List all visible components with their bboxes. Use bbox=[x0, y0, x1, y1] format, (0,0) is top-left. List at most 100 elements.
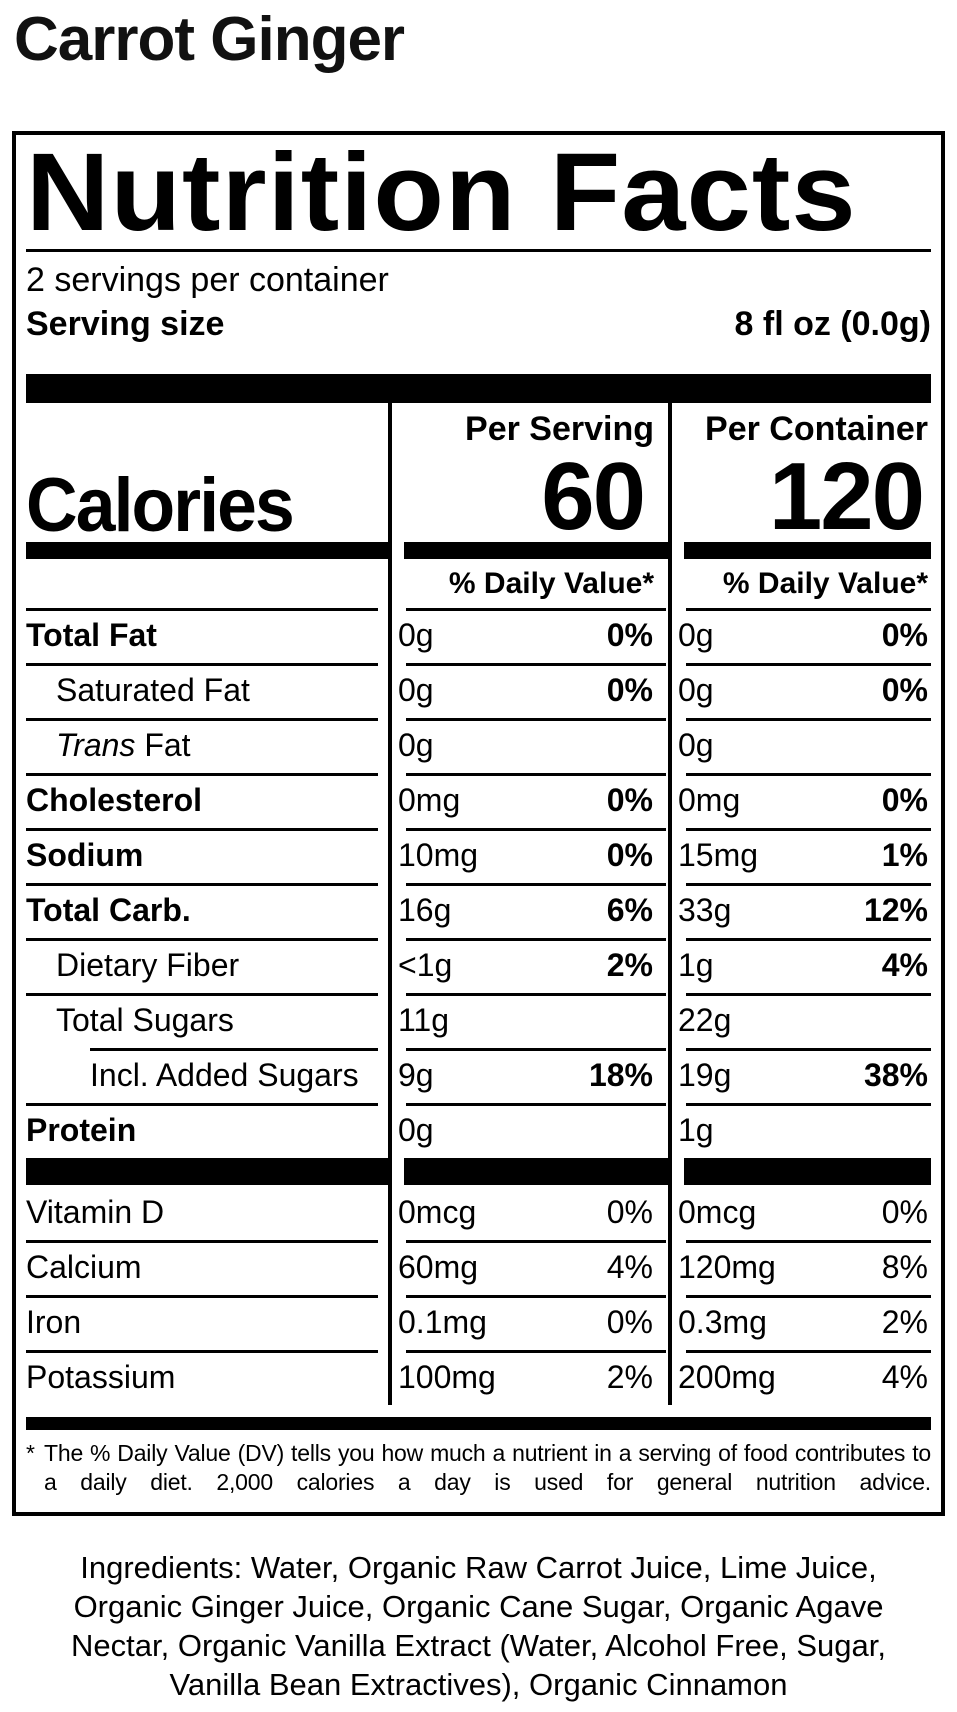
nutrient-value-cell: 0mg 0% bbox=[388, 773, 668, 828]
nutrient-label: Total Carb. bbox=[26, 883, 388, 938]
amount-value: 0g bbox=[398, 617, 434, 653]
amount-value: 15mg bbox=[678, 837, 759, 873]
daily-value-percent: 0% bbox=[606, 617, 653, 653]
nutrient-label: Saturated Fat bbox=[26, 663, 388, 718]
daily-value-percent: 0% bbox=[881, 672, 928, 708]
amount-value: <1g bbox=[398, 947, 453, 983]
thick-bar-top bbox=[26, 374, 931, 403]
nutrient-label: Incl. Added Sugars bbox=[26, 1048, 388, 1103]
nutrient-value-cell: <1g 2% bbox=[388, 938, 668, 993]
nutrient-value-cell: 0mcg 0% bbox=[388, 1185, 668, 1240]
daily-value-percent: 4% bbox=[881, 947, 928, 983]
nutrient-label: Sodium bbox=[26, 828, 388, 883]
separator-bar-fill bbox=[404, 1158, 668, 1185]
daily-value-percent: 4% bbox=[606, 1249, 653, 1285]
footnote-asterisk: * bbox=[26, 1440, 35, 1466]
daily-value-percent: 0% bbox=[606, 1194, 653, 1230]
daily-value-percent: 38% bbox=[863, 1057, 928, 1093]
per-container-header: Per Container bbox=[668, 403, 931, 449]
amount-value: 0mcg bbox=[678, 1194, 757, 1230]
daily-value-header-container: % Daily Value* bbox=[668, 560, 931, 608]
daily-value-percent: 2% bbox=[606, 1359, 653, 1395]
nutrient-value-cell: 60mg 4% bbox=[388, 1240, 668, 1295]
daily-value-percent: 2% bbox=[606, 947, 653, 983]
amount-value: 0mg bbox=[678, 782, 741, 818]
divider-thin bbox=[26, 249, 931, 252]
nutrient-value-cell: 0g 0% bbox=[388, 663, 668, 718]
amount-value: 0g bbox=[678, 617, 714, 653]
nutrient-label: Dietary Fiber bbox=[26, 938, 388, 993]
separator-bar-fill bbox=[684, 1158, 931, 1185]
servings-per-container: 2 servings per container bbox=[26, 261, 389, 299]
calories-label: Calories bbox=[26, 463, 295, 549]
nutrient-value-cell: 11g bbox=[388, 993, 668, 1048]
nutrient-value-cell: 0g bbox=[668, 718, 931, 773]
nutrient-value-cell: 0g 0% bbox=[388, 608, 668, 663]
nutrient-label: Calcium bbox=[26, 1240, 388, 1295]
nutrient-value-cell: 100mg 2% bbox=[388, 1350, 668, 1405]
product-title: Carrot Ginger bbox=[14, 5, 405, 74]
calories-per-serving: 60 bbox=[388, 448, 668, 544]
amount-value: 0.3mg bbox=[678, 1304, 767, 1340]
daily-value-percent: 2% bbox=[881, 1304, 928, 1340]
section-separator-bar bbox=[26, 1158, 388, 1185]
daily-value-percent: 0% bbox=[606, 782, 653, 818]
daily-value-percent: 18% bbox=[588, 1057, 653, 1093]
nutrition-facts-panel: Nutrition Facts 2 servings per container… bbox=[12, 131, 945, 1516]
separator-bar-fill bbox=[26, 1158, 388, 1185]
nutrient-value-cell: 33g 12% bbox=[668, 883, 931, 938]
daily-value-percent: 0% bbox=[881, 782, 928, 818]
serving-size-value: 8 fl oz (0.0g) bbox=[734, 305, 931, 343]
nutrition-grid: Per Serving Per Container Calories 60 12… bbox=[26, 403, 931, 1405]
nutrient-label: Trans Fat bbox=[26, 718, 388, 773]
nutrient-value-cell: 0.3mg 2% bbox=[668, 1295, 931, 1350]
nutrient-value-cell: 19g 38% bbox=[668, 1048, 931, 1103]
daily-value-percent: 6% bbox=[606, 892, 653, 928]
amount-value: 10mg bbox=[398, 837, 479, 873]
amount-value: 120mg bbox=[678, 1249, 776, 1285]
nutrient-value-cell: 0g bbox=[388, 1103, 668, 1158]
amount-value: 200mg bbox=[678, 1359, 776, 1395]
nutrient-value-cell: 0g 0% bbox=[668, 663, 931, 718]
amount-value: 19g bbox=[678, 1057, 732, 1093]
page: Carrot Ginger Nutrition Facts 2 servings… bbox=[0, 6, 957, 1704]
nutrient-value-cell: 200mg 4% bbox=[668, 1350, 931, 1405]
amount-value: 0g bbox=[398, 727, 434, 763]
amount-value: 0g bbox=[398, 672, 434, 708]
amount-value: 11g bbox=[398, 1002, 450, 1038]
calories-underbar bbox=[388, 541, 668, 560]
amount-value: 1g bbox=[678, 1112, 714, 1148]
daily-value-percent: 4% bbox=[881, 1359, 928, 1395]
daily-value-percent: 8% bbox=[881, 1249, 928, 1285]
daily-value-percent: 12% bbox=[863, 892, 928, 928]
nutrient-value-cell: 0.1mg 0% bbox=[388, 1295, 668, 1350]
amount-value: 22g bbox=[678, 1002, 732, 1038]
amount-value: 0g bbox=[398, 1112, 434, 1148]
daily-value-spacer bbox=[26, 560, 388, 608]
serving-size-label: Serving size bbox=[26, 305, 225, 343]
amount-value: 33g bbox=[678, 892, 732, 928]
nutrient-value-cell: 9g 18% bbox=[388, 1048, 668, 1103]
daily-value-percent: 0% bbox=[606, 837, 653, 873]
serving-size-row: Serving size 8 fl oz (0.0g) bbox=[26, 302, 931, 346]
amount-value: 16g bbox=[398, 892, 452, 928]
nutrient-value-cell: 0g 0% bbox=[668, 608, 931, 663]
amount-value: 9g bbox=[398, 1057, 434, 1093]
section-separator-bar bbox=[668, 1158, 931, 1185]
section-separator-bar bbox=[388, 1158, 668, 1185]
amount-value: 0g bbox=[678, 727, 714, 763]
nutrient-value-cell: 10mg 0% bbox=[388, 828, 668, 883]
daily-value-percent: 0% bbox=[606, 672, 653, 708]
calories-underbar bbox=[26, 541, 388, 560]
nutrient-value-cell: 1g 4% bbox=[668, 938, 931, 993]
amount-value: 0.1mg bbox=[398, 1304, 487, 1340]
amount-value: 1g bbox=[678, 947, 714, 983]
nutrient-value-cell: 16g 6% bbox=[388, 883, 668, 938]
nutrient-value-cell: 0g bbox=[388, 718, 668, 773]
nutrient-label: Potassium bbox=[26, 1350, 388, 1405]
ingredients-list: Ingredients: Water, Organic Raw Carrot J… bbox=[71, 1550, 886, 1702]
nutrient-label: Protein bbox=[26, 1103, 388, 1158]
amount-value: 0g bbox=[678, 672, 714, 708]
nutrient-value-cell: 15mg 1% bbox=[668, 828, 931, 883]
amount-value: 0mg bbox=[398, 782, 461, 818]
